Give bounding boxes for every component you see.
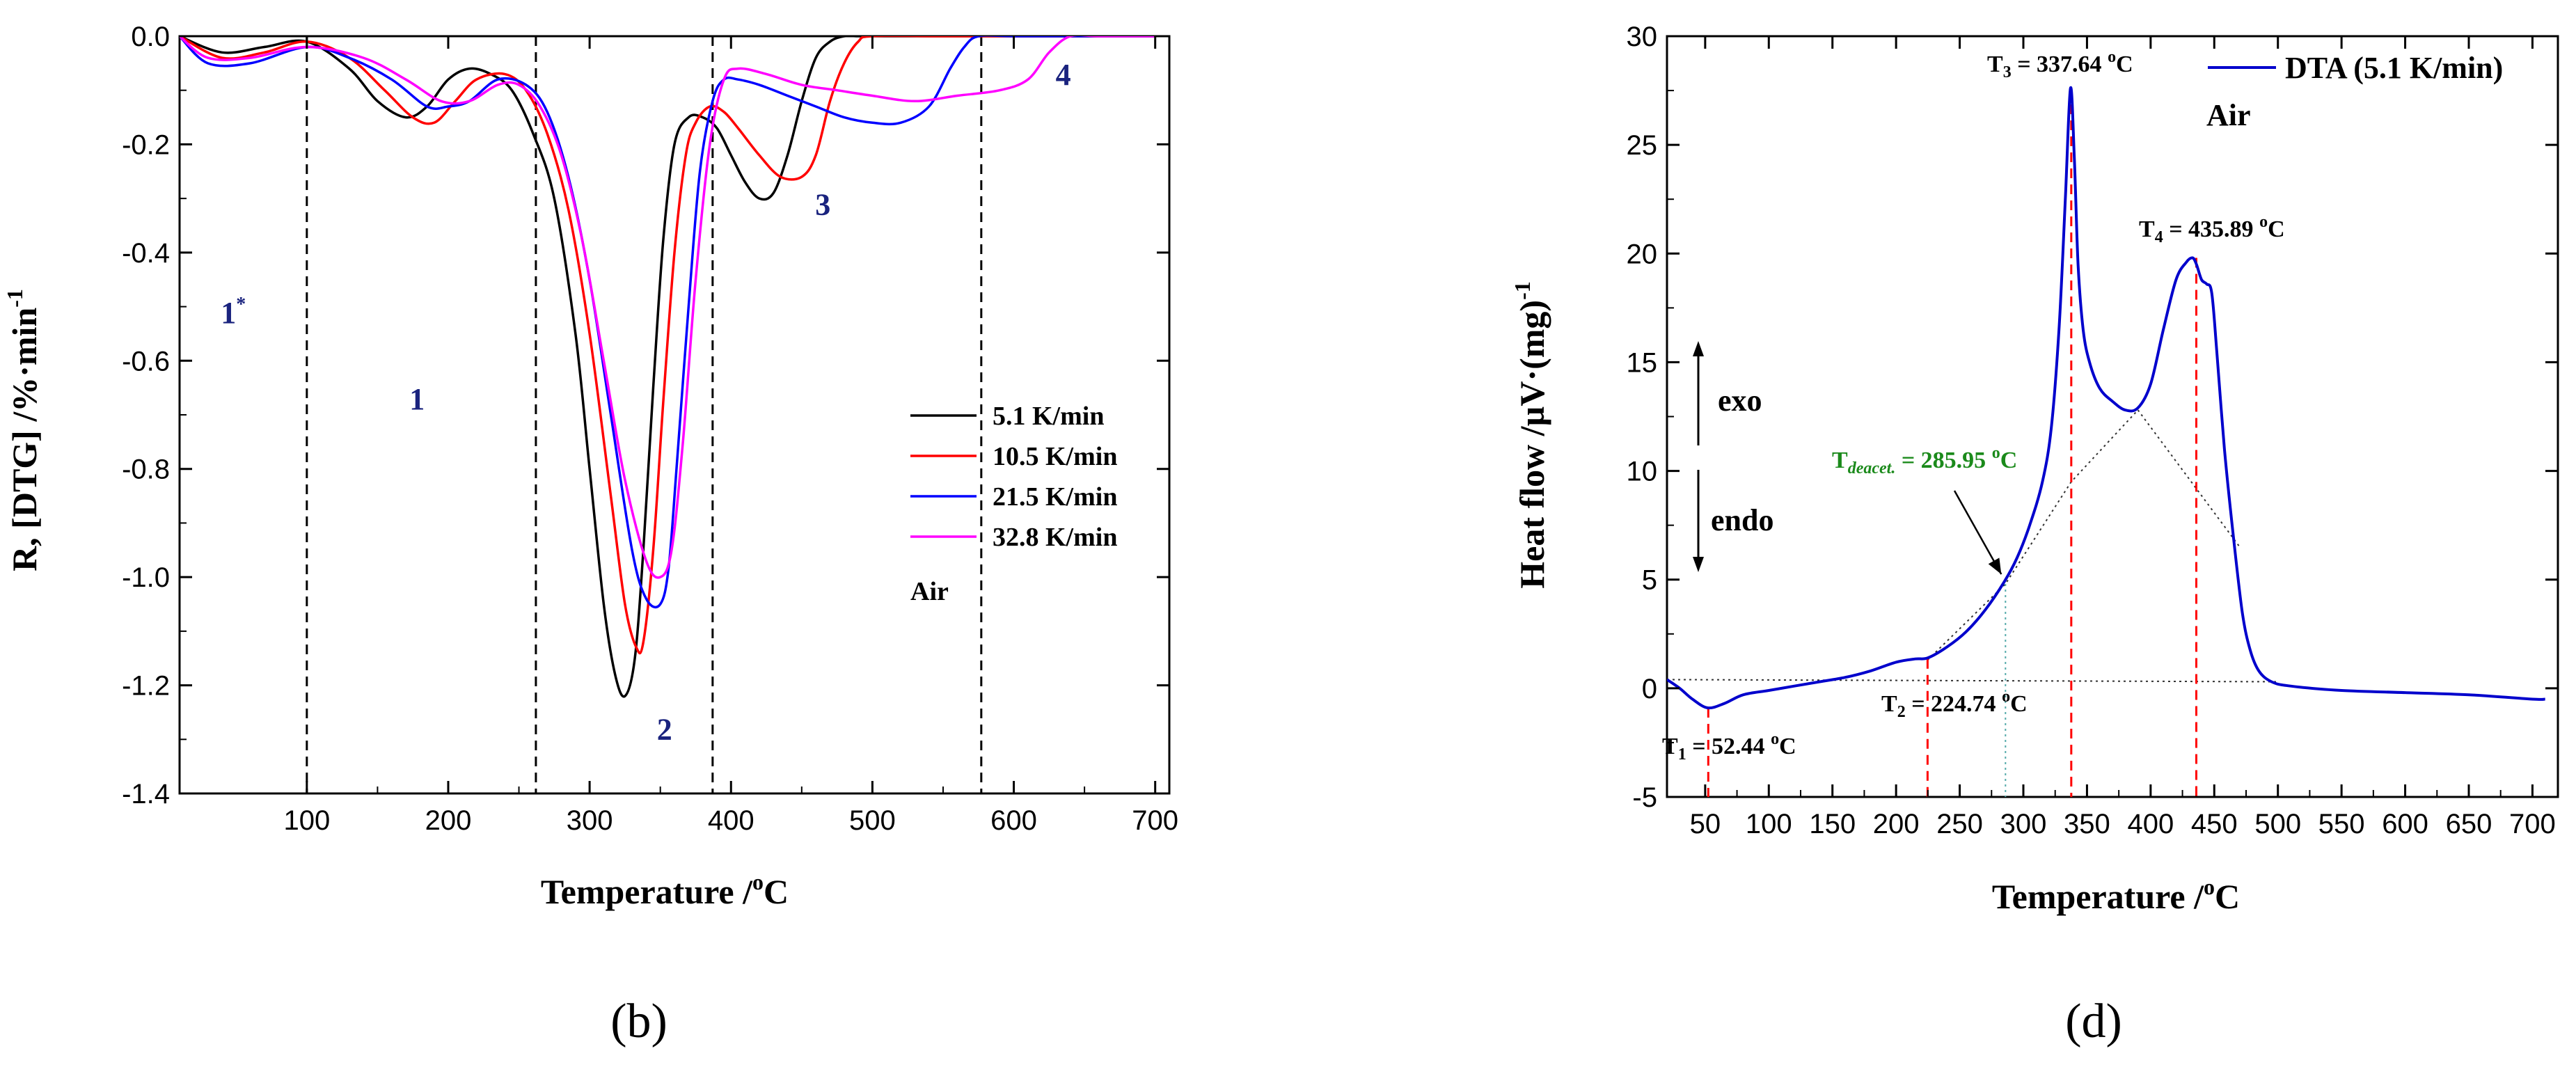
tdeacet-arrow-head — [1988, 558, 2002, 574]
b-x-axis-title: Temperature /oC — [541, 869, 789, 911]
b-series-line-3 — [180, 36, 1155, 579]
d-t3-label: T3 = 337.64 oC — [1987, 48, 2133, 81]
b-region-labels: 1* 1 2 3 4 — [221, 58, 1070, 746]
b-legend-label: 21.5 K/min — [993, 482, 1117, 512]
b-series-line-0 — [180, 36, 1155, 698]
d-y-axis: -5 0 5 10 15 20 25 30 — [1627, 22, 2558, 813]
panel-d-chart: 50 100 150 200 250 300 350 400 450 500 550 600 650 70… — [1510, 22, 2559, 1048]
b-y-tick-label: -0.2 — [122, 129, 170, 160]
d-x-tick-label: 100 — [1746, 809, 1792, 839]
d-legend: DTA (5.1 K/min) Air — [2206, 51, 2503, 132]
d-x-tick-label: 300 — [2000, 809, 2047, 839]
b-y-tick-label: -0.8 — [122, 455, 170, 485]
d-panel-label: (d) — [2065, 995, 2122, 1048]
d-x-tick-label: 150 — [1809, 809, 1856, 839]
b-y-tick-label: -1.4 — [122, 779, 170, 809]
panel-b-chart: 100 200 300 400 500 600 700 0.0 -0.2 -0.4 -0.6 -0.… — [2, 22, 1178, 1048]
d-x-tick-label: 50 — [1690, 809, 1721, 839]
b-y-tick-label: -0.4 — [122, 238, 170, 269]
d-y-tick-label: 25 — [1627, 130, 1658, 161]
d-y-tick-label: 30 — [1627, 22, 1658, 52]
b-y-tick-label: -1.0 — [122, 562, 170, 593]
d-x-tick-label: 250 — [1936, 809, 1983, 839]
b-region-label: 1* — [221, 294, 246, 330]
d-legend-series: DTA (5.1 K/min) — [2285, 51, 2503, 85]
d-x-tick-label: 700 — [2509, 809, 2556, 839]
b-y-tick-label: 0.0 — [131, 22, 170, 52]
b-x-tick-label: 100 — [283, 805, 330, 836]
d-x-tick-label: 500 — [2254, 809, 2301, 839]
b-y-tick-label: -0.6 — [122, 346, 170, 377]
d-x-tick-label: 350 — [2064, 809, 2110, 839]
b-panel-label: (b) — [610, 995, 667, 1048]
b-x-tick-label: 700 — [1132, 805, 1178, 836]
b-legend-label: 10.5 K/min — [993, 442, 1117, 471]
d-tdeacet-label: Tdeacet. = 285.95 oC — [1832, 444, 2017, 477]
b-legend-label: 5.1 K/min — [993, 402, 1104, 431]
b-y-axis-title: R, [DTG] /%·min-1 — [2, 289, 44, 571]
d-baseline — [2137, 409, 2241, 548]
b-region-label: 1 — [409, 382, 425, 416]
b-x-axis: 100 200 300 400 500 600 700 — [283, 36, 1178, 836]
b-y-axis: 0.0 -0.2 -0.4 -0.6 -0.8 -1.0 -1.2 -1.4 — [122, 22, 1169, 809]
d-x-axis-title: Temperature /oC — [1992, 874, 2240, 916]
d-t1-label: T1 = 52.44 oC — [1662, 730, 1796, 764]
d-x-tick-label: 400 — [2127, 809, 2174, 839]
b-x-tick-label: 400 — [708, 805, 754, 836]
d-y-tick-label: 10 — [1627, 457, 1658, 487]
exo-label: exo — [1718, 384, 1762, 418]
b-series-group — [180, 36, 1155, 698]
d-peak-markers — [1707, 88, 2197, 797]
b-legend: 5.1 K/min 10.5 K/min 21.5 K/min 32.8 K/min A… — [910, 402, 1117, 606]
tdeacet-arrow — [1953, 490, 2002, 575]
b-x-tick-label: 300 — [567, 805, 613, 836]
d-x-tick-label: 200 — [1873, 809, 1920, 839]
d-plot-frame — [1666, 35, 2559, 798]
d-y-tick-label: -5 — [1632, 782, 1657, 813]
d-y-tick-label: 5 — [1642, 565, 1657, 596]
b-legend-label: 32.8 K/min — [993, 523, 1117, 552]
d-y-tick-label: 15 — [1627, 347, 1658, 378]
d-y-axis-title: Heat flow /µV·(mg)-1 — [1510, 281, 1551, 588]
d-x-axis: 50 100 150 200 250 300 350 400 450 500 550 600 650 70… — [1690, 36, 2556, 839]
b-region-label: 4 — [1056, 58, 1071, 92]
d-y-tick-label: 20 — [1627, 239, 1658, 269]
b-series-line-2 — [180, 36, 1155, 609]
b-x-tick-label: 500 — [849, 805, 896, 836]
d-t2-label: T2 = 224.74 oC — [1881, 688, 2028, 721]
d-x-tick-label: 650 — [2446, 809, 2492, 839]
endo-label: endo — [1711, 503, 1773, 537]
d-baselines — [1667, 409, 2278, 683]
d-series-line-0 — [1667, 86, 2545, 710]
b-series-line-1 — [180, 36, 1155, 655]
d-baseline — [1927, 409, 2139, 661]
b-region-label: 2 — [657, 712, 672, 746]
b-region-dividers — [306, 36, 983, 793]
d-y-tick-label: 0 — [1642, 674, 1657, 704]
tdeacet-arrow-shaft — [1953, 490, 2002, 575]
d-x-tick-label: 600 — [2382, 809, 2428, 839]
b-region-label: 3 — [815, 187, 830, 221]
d-series-group — [1667, 86, 2545, 710]
b-x-tick-label: 200 — [425, 805, 472, 836]
d-x-tick-label: 550 — [2318, 809, 2365, 839]
b-x-tick-label: 600 — [990, 805, 1037, 836]
d-baseline — [1667, 679, 2278, 683]
d-legend-air: Air — [2206, 98, 2251, 132]
exo-endo-indicator: exo endo — [1693, 341, 1773, 572]
d-x-tick-label: 450 — [2191, 809, 2238, 839]
d-t4-label: T4 = 435.89 oC — [2139, 213, 2285, 246]
b-legend-air: Air — [910, 577, 949, 606]
b-y-tick-label: -1.2 — [122, 671, 170, 702]
